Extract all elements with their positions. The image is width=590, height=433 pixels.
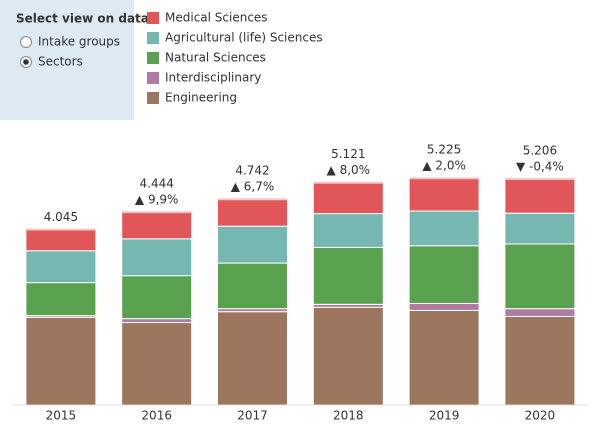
bar-segment: [312, 213, 384, 248]
bar-segment: [121, 275, 193, 320]
change-label: ▲ 6,7%: [231, 180, 275, 194]
bar-segment: [217, 225, 288, 264]
bar-segment: [504, 243, 576, 310]
total-label: 4.444: [140, 177, 174, 191]
bar-segment: [408, 210, 480, 247]
bar-segment: [504, 315, 576, 406]
change-label: ▲ 2,0%: [422, 159, 466, 173]
bar-segment: [217, 262, 288, 310]
total-label: 5.121: [331, 147, 365, 161]
bar-segment: [408, 309, 480, 406]
bar-segment: [121, 322, 193, 406]
radio-label[interactable]: Sectors: [38, 55, 83, 69]
total-label: 5.206: [523, 144, 557, 158]
bar-segment: [408, 245, 480, 304]
bar-segment: [25, 316, 97, 406]
x-tick-label: 2020: [525, 409, 556, 423]
bar-segment: [121, 318, 193, 324]
bar-segment: [312, 306, 384, 406]
change-label: ▼ -0,4%: [516, 160, 564, 174]
bar-segment: [408, 302, 480, 311]
legend-label[interactable]: Medical Sciences: [165, 11, 268, 25]
legend-swatch: [147, 52, 159, 64]
legend-label[interactable]: Agricultural (life) Sciences: [165, 31, 323, 45]
x-tick-label: 2015: [46, 409, 77, 423]
legend-swatch: [147, 72, 159, 84]
total-label: 4.742: [235, 164, 269, 178]
legend-swatch: [147, 32, 159, 44]
x-tick-label: 2017: [237, 409, 268, 423]
bar-segment: [504, 178, 576, 214]
legend-label[interactable]: Interdisciplinary: [165, 71, 261, 85]
bar-segment: [217, 311, 288, 406]
legend-label[interactable]: Natural Sciences: [165, 51, 266, 65]
bar-segment: [25, 282, 97, 317]
bar-segment: [312, 246, 384, 305]
bar-segment: [121, 211, 193, 240]
legend-swatch: [147, 92, 159, 104]
bar-segment: [504, 308, 576, 317]
total-label: 4.045: [44, 210, 78, 224]
radio-button[interactable]: [20, 36, 32, 48]
change-label: ▲ 9,9%: [135, 193, 179, 207]
bar-segment: [217, 198, 288, 227]
x-tick-label: 2016: [141, 409, 172, 423]
radio-label[interactable]: Intake groups: [38, 35, 120, 49]
legend-swatch: [147, 12, 159, 24]
bar-segment: [504, 212, 576, 245]
bar-segment: [25, 250, 97, 284]
radio-dot: [23, 59, 29, 65]
change-label: ▲ 8,0%: [327, 163, 371, 177]
x-tick-label: 2019: [429, 409, 460, 423]
legend-label[interactable]: Engineering: [165, 91, 237, 105]
bar-segment: [408, 177, 480, 212]
bar-segment: [25, 228, 97, 252]
x-tick-label: 2018: [333, 409, 364, 423]
control-title: Select view on data: [16, 12, 149, 26]
bar-segment: [121, 238, 193, 277]
bar-segment: [312, 182, 384, 215]
total-label: 5.225: [427, 143, 461, 157]
